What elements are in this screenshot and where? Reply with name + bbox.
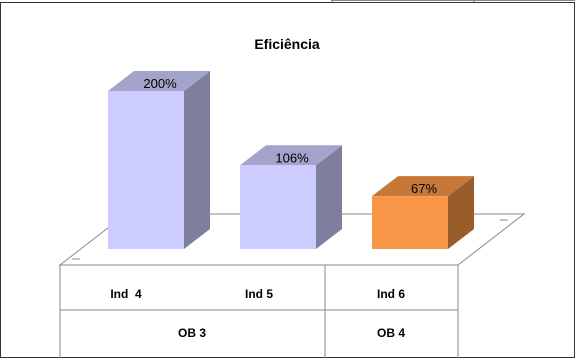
bars-layer: 200% 106% 67%	[108, 71, 474, 249]
bar-side-ind-4	[184, 71, 210, 249]
bar-side-ind-6	[448, 176, 474, 249]
chart-title: Eficiência	[254, 36, 320, 52]
value-label-ind-5: 106%	[275, 150, 309, 165]
bar-side-ind-5	[316, 145, 342, 249]
bar-ind-5	[240, 165, 316, 249]
bar-top-ind-4	[108, 71, 210, 91]
category-label-ind-6: Ind 6	[377, 287, 405, 301]
category-label-ind-5: Ind 5	[245, 287, 273, 301]
bar-top-ind-6	[372, 176, 474, 197]
value-label-ind-6: 67%	[411, 181, 437, 196]
group-label-ob-4: OB 4	[377, 326, 405, 340]
category-label-ind-4: Ind 4	[110, 287, 142, 301]
bar-ind-4	[108, 91, 184, 249]
value-label-ind-4: 200%	[143, 76, 177, 91]
bar-top-ind-5	[240, 145, 342, 166]
group-label-ob-3: OB 3	[178, 326, 206, 340]
bar-ind-6	[372, 196, 448, 249]
